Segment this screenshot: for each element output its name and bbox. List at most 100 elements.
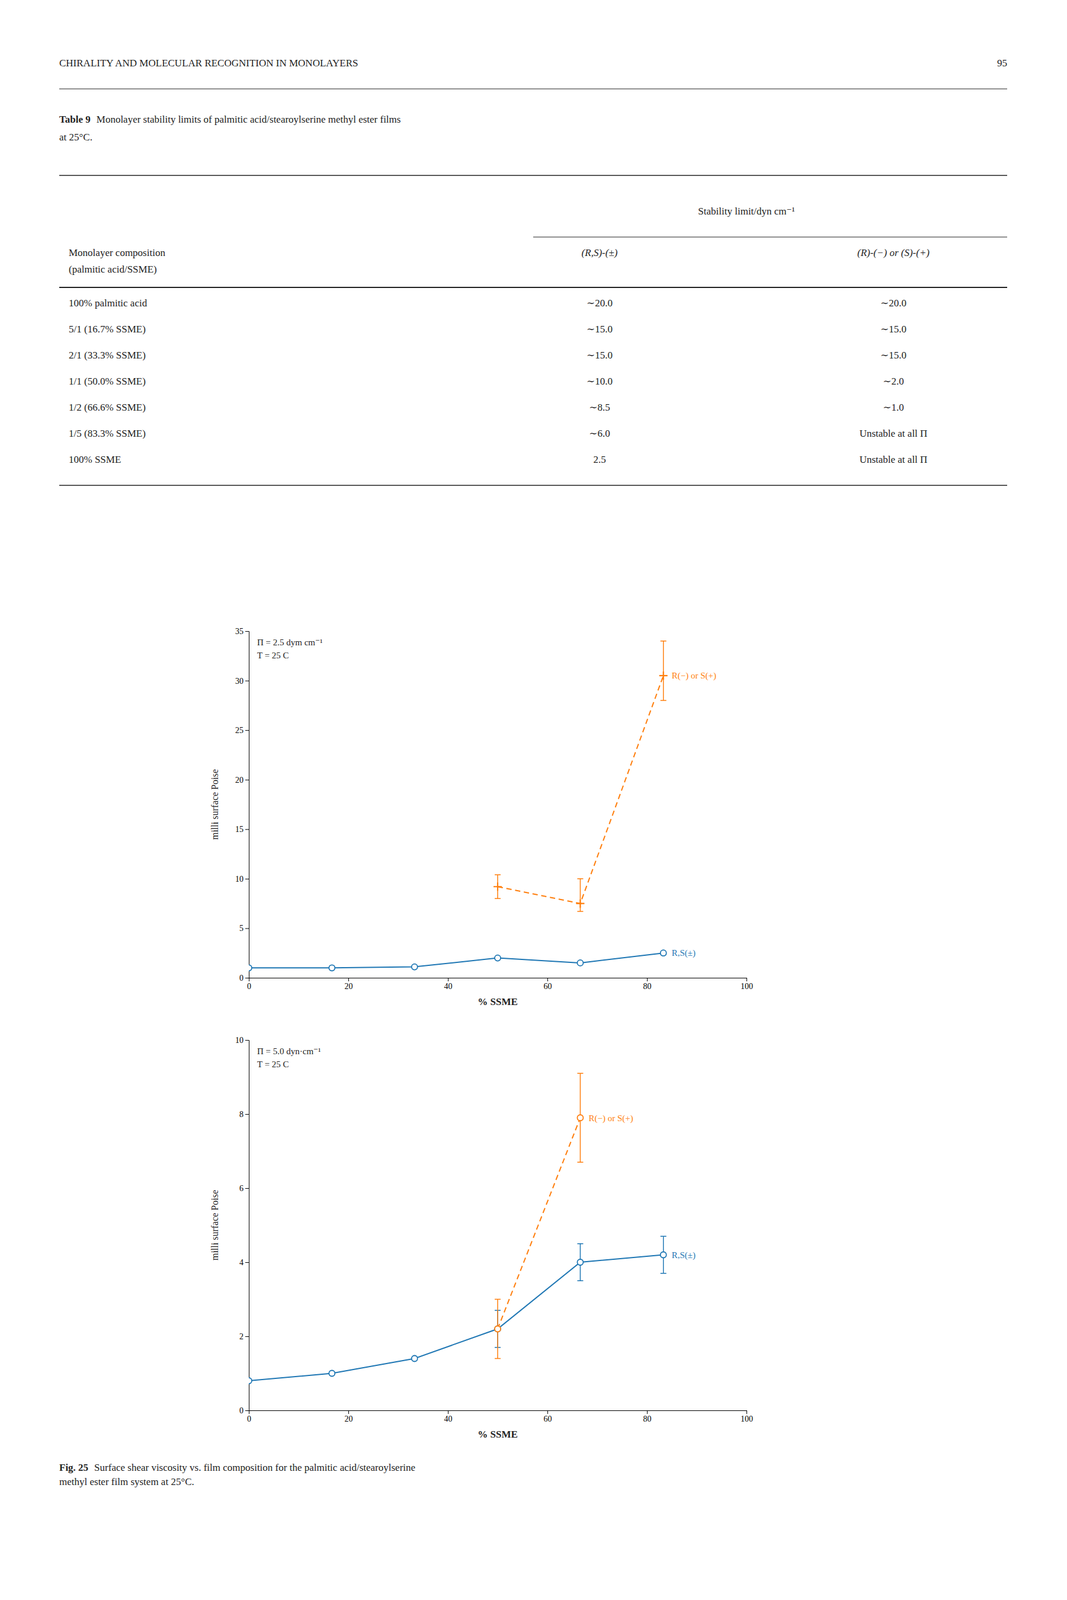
table-column-header: Monolayer composition [68, 247, 166, 259]
tick-mark [245, 828, 249, 830]
page-header: CHIRALITY AND MOLECULAR RECOGNITION IN M… [59, 57, 358, 69]
table-column-note: (palmitic acid/SSME) [68, 263, 157, 275]
axis-line [249, 978, 748, 982]
tick: 15 [235, 824, 249, 834]
tick-mark [245, 1187, 249, 1189]
point [493, 882, 502, 891]
error-bar-stem [662, 641, 665, 701]
tick-mark [245, 1113, 249, 1115]
table-cell: ∼8.5 [588, 401, 611, 413]
tick: 0 [247, 1410, 252, 1424]
tick-label: 10 [235, 1035, 244, 1045]
table-column-group: Stability limit/dyn cm⁻¹ [697, 205, 795, 217]
error-bar-cap [494, 873, 501, 876]
point [248, 1377, 252, 1384]
point [494, 1325, 501, 1332]
table-cell: ∼15.0 [880, 323, 907, 335]
error-bar-cap [494, 1357, 501, 1360]
point [577, 1258, 583, 1265]
background [0, 0, 1067, 1600]
tick: 35 [235, 626, 249, 636]
tick-mark [245, 878, 249, 880]
tick-mark [245, 630, 249, 632]
tick-label: 0 [247, 1414, 252, 1424]
y-axis: 0 5 10 15 20 25 30 35 [235, 626, 250, 983]
point [660, 949, 667, 956]
tick-label: 5 [239, 923, 244, 933]
point [411, 1355, 418, 1362]
tick: 0 [239, 973, 249, 983]
tick: 8 [239, 1109, 249, 1119]
header-rule [59, 88, 1008, 90]
point [328, 1370, 335, 1377]
tick-mark [245, 1261, 249, 1263]
tick: 25 [235, 725, 249, 735]
error-bar-cap [577, 1242, 583, 1245]
point [577, 1114, 583, 1121]
tick: 20 [344, 1410, 354, 1424]
table-rule-top [59, 174, 1008, 176]
tick-mark [245, 680, 249, 682]
tick: 40 [444, 977, 453, 991]
table-title-bold: Table 9 [59, 113, 91, 126]
tick-label: 35 [235, 626, 244, 636]
point [494, 1325, 501, 1332]
page-number: 95 [997, 57, 1008, 69]
tick-mark [245, 1039, 249, 1041]
tick-label: 10 [235, 874, 244, 884]
tick-label: 0 [239, 973, 244, 983]
table-cell: ∼2.0 [882, 375, 905, 387]
tick: 60 [543, 1410, 553, 1424]
annotation: T = 25 C [257, 650, 290, 660]
error-bar-cap [494, 1298, 501, 1300]
point [575, 899, 585, 908]
tick-label: 40 [444, 981, 453, 991]
table-cell: 1/1 (50.0% SSME) [68, 375, 146, 387]
tick-label: 40 [444, 1414, 453, 1424]
tick-label: 100 [740, 1414, 754, 1424]
axis-line [245, 1040, 250, 1411]
error-bar-cap [494, 898, 501, 900]
caption: Fig. 25Surface shear viscosity vs. film … [59, 1461, 416, 1473]
tick: 40 [444, 1410, 453, 1424]
tick-label: 20 [344, 981, 354, 991]
tick: 80 [643, 1410, 652, 1424]
error-bar [577, 1072, 583, 1162]
tick-mark [646, 1410, 648, 1414]
series-line [248, 952, 664, 968]
table-cell: 5/1 (16.7% SSME) [68, 323, 146, 335]
series-label: R(−) or S(+) [588, 1113, 633, 1124]
caption-bold: Fig. 25 [59, 1461, 89, 1473]
tick: 6 [239, 1183, 249, 1193]
error-bar-cap [660, 699, 667, 701]
tick: 10 [235, 874, 249, 884]
series-line [497, 1117, 581, 1329]
tick: 30 [235, 676, 249, 686]
table-column-header: (R,S)-(±) [581, 247, 618, 259]
error-bar [494, 1299, 501, 1359]
series [493, 641, 668, 912]
error-bar-cap [577, 1280, 583, 1282]
point [577, 959, 583, 966]
error-bar [577, 1243, 583, 1281]
series-label: R,S(±) [671, 1250, 696, 1261]
tick: 80 [643, 977, 652, 991]
table-rule-header [59, 286, 1008, 288]
tick: 4 [239, 1257, 249, 1267]
page: CHIRALITY AND MOLECULAR RECOGNITION IN M… [0, 0, 1067, 1600]
y-axis-title: milli surface Poise [209, 768, 220, 840]
tick-mark [746, 1410, 748, 1414]
x-axis: 0 20 40 60 80 100 [247, 1410, 754, 1424]
tick-label: 25 [235, 725, 244, 735]
tick-mark [646, 977, 648, 982]
y-axis: 0246810 [235, 1035, 250, 1415]
point [494, 955, 501, 961]
tick-label: 20 [235, 775, 244, 785]
tick-label: 2 [239, 1331, 244, 1341]
point [660, 1251, 667, 1258]
table-cell: ∼20.0 [880, 297, 907, 309]
point [248, 964, 252, 971]
table-cell: 2/1 (33.3% SSME) [68, 349, 146, 361]
tick-label: 0 [247, 981, 252, 991]
tick-label: 4 [239, 1257, 244, 1267]
